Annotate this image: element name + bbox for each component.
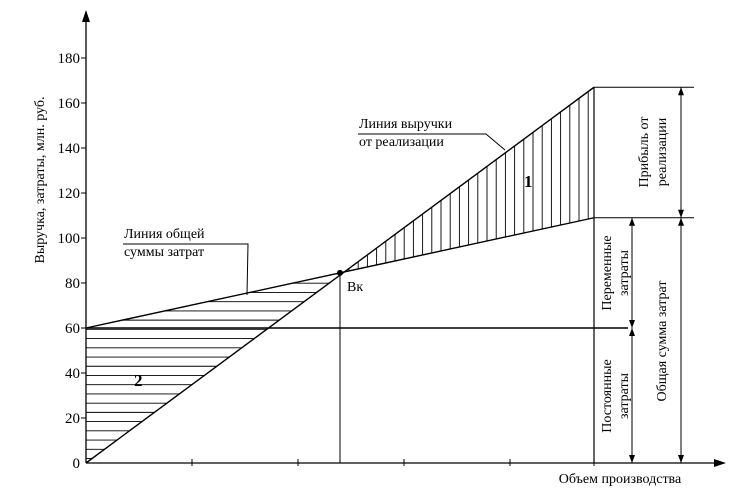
x-axis-arrow bbox=[714, 459, 726, 467]
y-tick-label: 100 bbox=[58, 231, 81, 247]
revenue-label-leader bbox=[358, 133, 506, 151]
y-tick-label: 160 bbox=[58, 96, 81, 112]
total-costs-dimension-arrow-arrowhead-top bbox=[678, 217, 684, 226]
axes-layer: 0 20 40 60 80 100 120 140 160 180 bbox=[58, 10, 726, 472]
y-axis-arrow bbox=[82, 10, 90, 22]
fixed-costs-label-line1: Постоянные bbox=[600, 359, 615, 432]
profit-label-line2: реализации bbox=[655, 117, 670, 186]
y-tick-label: 120 bbox=[58, 186, 81, 202]
total-costs-label-line1: Линия общей bbox=[124, 227, 205, 242]
y-tick-label: 140 bbox=[58, 141, 81, 157]
variable-costs-dimension-arrow-arrowhead-top bbox=[629, 217, 635, 226]
y-tick-label: 80 bbox=[65, 276, 80, 292]
total-costs-label-leader bbox=[123, 243, 249, 296]
fixed-costs-dimension-arrow-arrowhead-top bbox=[629, 328, 635, 336]
y-tick-label: 60 bbox=[65, 321, 80, 337]
breakeven-point bbox=[337, 269, 343, 276]
total-costs-side-label: Общая сумма затрат bbox=[655, 281, 670, 402]
total-costs-dimension-arrow-arrowhead-bottom bbox=[678, 455, 684, 463]
revenue-label-line2: от реализации bbox=[359, 135, 444, 150]
hatch-layer bbox=[86, 91, 589, 459]
fixed-costs-label-line2: затраты bbox=[617, 372, 632, 419]
profit-label-line1: Прибыль от bbox=[637, 117, 652, 188]
revenue-label-line1: Линия выручки bbox=[359, 117, 453, 132]
annotation-layer bbox=[123, 86, 694, 463]
x-axis-label: Объем производства bbox=[559, 472, 682, 487]
y-axis-label: Выручка, затраты, млн. руб. bbox=[33, 96, 48, 263]
region-1-label: 1 bbox=[524, 172, 533, 191]
y-tick-label: 20 bbox=[65, 411, 80, 427]
variable-costs-label-line1: Переменные bbox=[600, 235, 615, 310]
fixed-costs-dimension-arrow-arrowhead-bottom bbox=[629, 455, 635, 463]
y-tick-label: 40 bbox=[65, 366, 80, 382]
breakeven-label: Bк bbox=[347, 280, 363, 295]
variable-costs-dimension-arrow-arrowhead-bottom bbox=[629, 320, 635, 328]
lines-layer bbox=[85, 86, 628, 464]
variable-costs-label-line2: затраты bbox=[617, 249, 632, 296]
y-tick-label: 0 bbox=[73, 456, 81, 472]
y-tick-label: 180 bbox=[58, 51, 81, 67]
region-2-label: 2 bbox=[134, 371, 143, 390]
total-costs-label-line2: суммы затрат bbox=[124, 245, 204, 260]
profit-dimension-arrow-arrowhead-bottom bbox=[678, 209, 684, 218]
profit-dimension-arrow-arrowhead-top bbox=[678, 87, 684, 96]
